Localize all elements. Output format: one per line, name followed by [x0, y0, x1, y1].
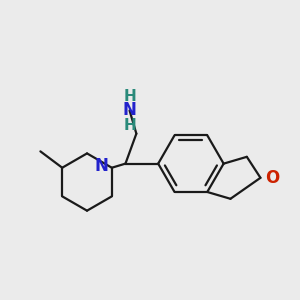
Text: N: N [123, 101, 136, 119]
Text: N: N [95, 158, 109, 175]
Text: O: O [266, 169, 280, 187]
Text: H: H [123, 118, 136, 133]
Text: H: H [123, 89, 136, 104]
